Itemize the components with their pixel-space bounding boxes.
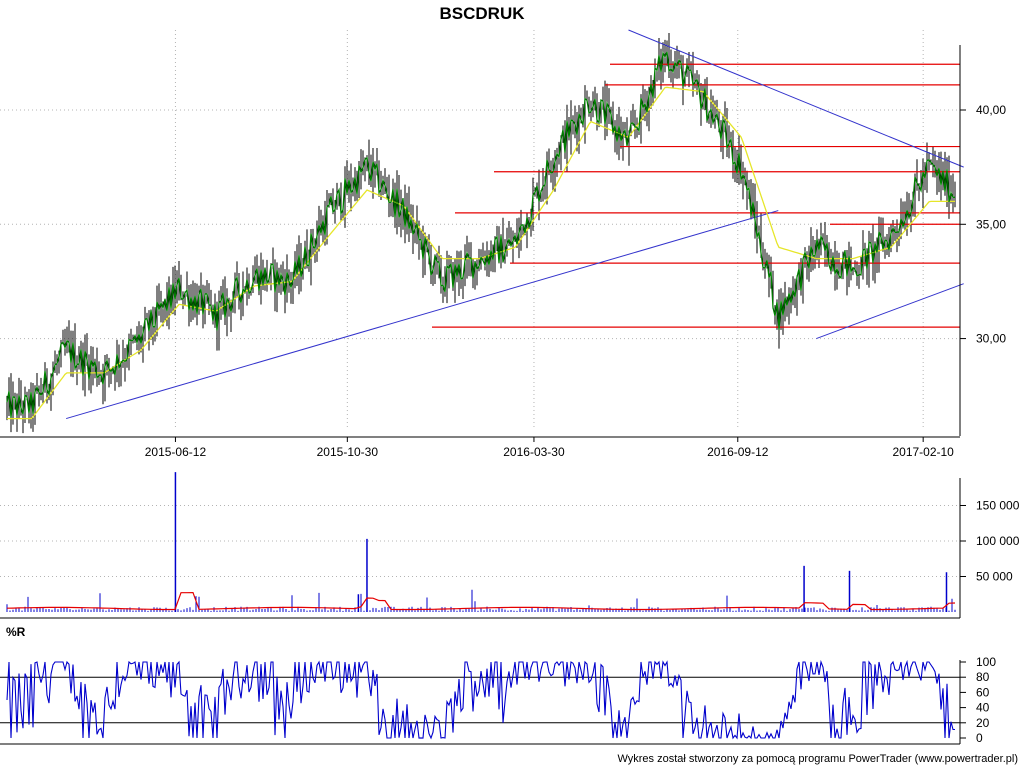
- x-tick-label: 2015-10-30: [317, 445, 379, 459]
- trendline: [66, 210, 779, 420]
- volume-y-tick-label: 100 000: [976, 534, 1020, 548]
- volume-bars: [6, 472, 956, 612]
- trendline: [816, 283, 964, 340]
- price-y-tick-label: 40,00: [976, 103, 1006, 117]
- x-tick-label: 2015-06-12: [145, 445, 207, 459]
- footer-credit: Wykres został stworzony za pomocą progra…: [617, 753, 1018, 765]
- close-line: [6, 51, 955, 418]
- price-y-tick-label: 35,00: [976, 217, 1006, 231]
- trendlines: [66, 29, 964, 420]
- x-tick-label: 2017-02-10: [892, 445, 954, 459]
- trendline: [628, 29, 964, 168]
- volume-y-tick-label: 50 000: [976, 570, 1013, 584]
- wr-y-tick-label: 100: [976, 655, 996, 669]
- volume-grid: [0, 505, 960, 577]
- volume-y-tick-label: 150 000: [976, 499, 1020, 513]
- wr-y-tick-label: 40: [976, 701, 990, 715]
- price-y-tick-label: 30,00: [976, 332, 1006, 346]
- volume-average-line: [6, 591, 956, 611]
- wr-panel-title: %R: [6, 625, 26, 639]
- resistance-levels: [432, 63, 960, 328]
- x-tick-label: 2016-09-12: [707, 445, 769, 459]
- price-bars: [6, 32, 956, 434]
- wr-line: [6, 659, 955, 740]
- wr-y-tick-label: 60: [976, 685, 990, 699]
- wr-y-tick-label: 80: [976, 670, 990, 684]
- wr-y-tick-label: 20: [976, 716, 990, 730]
- axes: 2015-06-12 2015-10-30 2016-03-30 2016-09-12…: [0, 45, 1020, 745]
- price-grid: [0, 30, 960, 430]
- x-tick-label: 2016-03-30: [503, 445, 565, 459]
- wr-y-tick-label: 0: [976, 731, 983, 745]
- chart-title: BSCDRUK: [440, 4, 526, 23]
